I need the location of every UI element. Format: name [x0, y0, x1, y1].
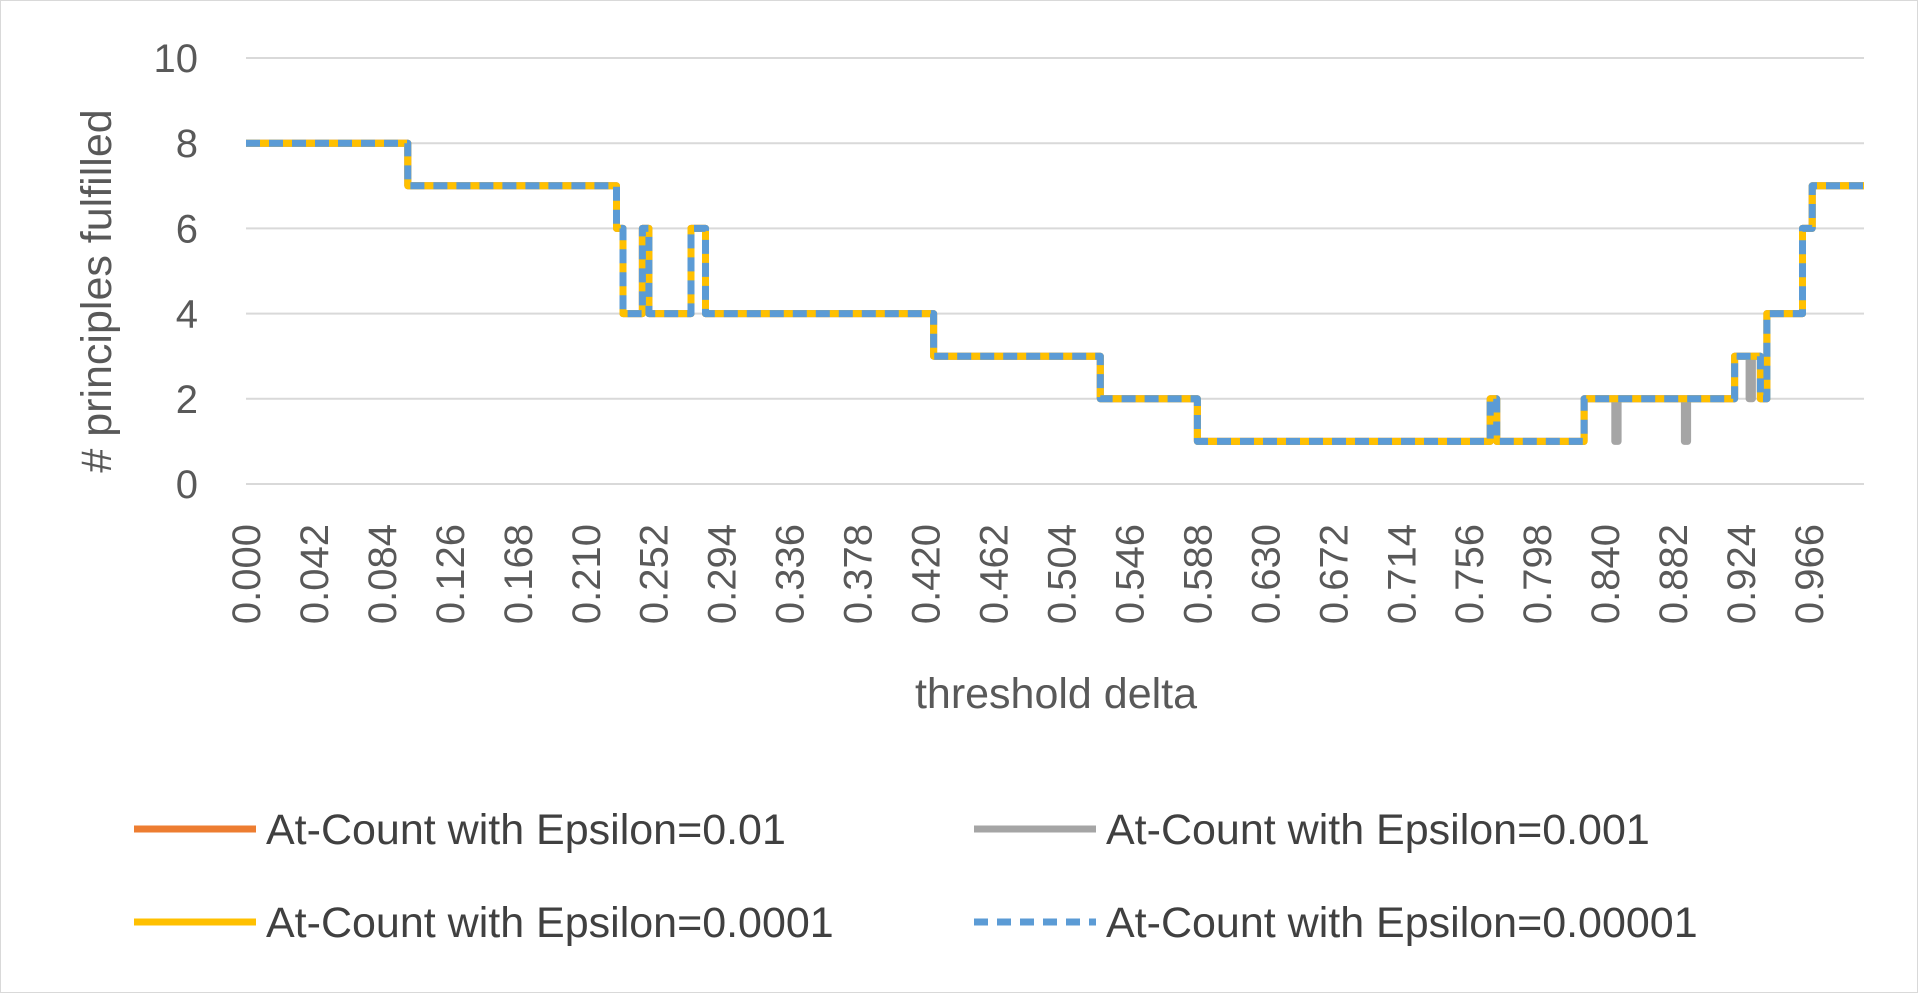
series-line	[246, 139, 1864, 445]
x-tick-label: 0.588	[1176, 524, 1220, 624]
legend-label: At-Count with Epsilon=0.01	[266, 806, 786, 854]
x-tick-label: 0.420	[905, 524, 949, 624]
x-tick-label: 0.252	[633, 524, 677, 624]
x-tick-label: 0.882	[1652, 524, 1696, 624]
x-axis-ticks: 0.000 0.042 0.084 0.126 0.168 0.210 0.252 0.294…	[225, 524, 1832, 624]
x-tick-label: 0.378	[837, 524, 881, 624]
y-tick-label: 6	[176, 207, 198, 251]
legend-label: At-Count with Epsilon=0.0001	[266, 899, 834, 947]
x-tick-label: 0.210	[565, 524, 609, 624]
legend-label: At-Count with Epsilon=0.00001	[1106, 899, 1698, 947]
x-tick-label: 0.924	[1720, 524, 1764, 624]
x-tick-label: 0.546	[1108, 524, 1152, 624]
x-tick-label: 0.042	[293, 524, 337, 624]
x-tick-label: 0.756	[1448, 524, 1492, 624]
y-tick-label: 4	[176, 293, 198, 337]
y-tick-label: 10	[154, 37, 199, 81]
gridlines	[246, 57, 1864, 485]
x-tick-label: 0.966	[1788, 524, 1832, 624]
x-tick-label: 0.126	[429, 524, 473, 624]
y-axis-ticks: 0 2 4 6 8 10	[154, 37, 199, 507]
y-tick-label: 0	[176, 463, 198, 507]
x-tick-label: 0.084	[361, 524, 405, 624]
legend-label: At-Count with Epsilon=0.001	[1106, 806, 1650, 854]
x-tick-label: 0.630	[1244, 524, 1288, 624]
y-tick-label: 2	[176, 378, 198, 422]
x-axis-title: threshold delta	[915, 670, 1197, 718]
y-tick-label: 8	[176, 122, 198, 166]
x-tick-label: 0.168	[497, 524, 541, 624]
legend: At-Count with Epsilon=0.01 At-Count with …	[134, 806, 1698, 947]
x-tick-label: 0.714	[1380, 524, 1424, 624]
x-tick-label: 0.336	[769, 524, 813, 624]
y-axis-title: # principles fulfilled	[73, 109, 121, 472]
x-tick-label: 0.840	[1584, 524, 1628, 624]
x-tick-label: 0.294	[701, 524, 745, 624]
x-tick-label: 0.000	[225, 524, 269, 624]
series-lines	[246, 139, 1864, 445]
x-tick-label: 0.462	[973, 524, 1017, 624]
x-tick-label: 0.672	[1312, 524, 1356, 624]
x-tick-label: 0.504	[1040, 524, 1084, 624]
x-tick-label: 0.798	[1516, 524, 1560, 624]
